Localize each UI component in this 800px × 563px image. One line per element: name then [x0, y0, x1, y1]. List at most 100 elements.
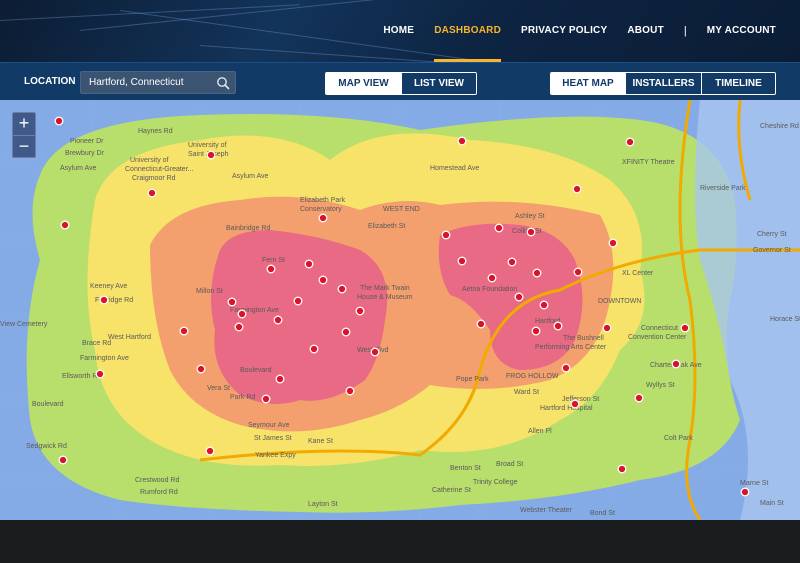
installers-button[interactable]: INSTALLERS	[625, 73, 701, 94]
installer-marker[interactable]	[457, 136, 467, 146]
installer-marker[interactable]	[318, 275, 328, 285]
map-label: Allen Pl	[528, 428, 552, 435]
mode-toggle: HEAT MAP INSTALLERS TIMELINE	[550, 72, 776, 95]
map-view-button[interactable]: MAP VIEW	[326, 73, 401, 94]
installer-marker[interactable]	[345, 386, 355, 396]
installer-marker[interactable]	[95, 369, 105, 379]
map-canvas[interactable]: Pioneer Dr Brewbury Dr Asylum Ave Haynes Rd…	[0, 100, 800, 520]
nav-home[interactable]: HOME	[383, 25, 415, 36]
installer-marker[interactable]	[608, 238, 618, 248]
installer-marker[interactable]	[309, 344, 319, 354]
installer-marker[interactable]	[341, 327, 351, 337]
installer-marker[interactable]	[273, 315, 283, 325]
installer-marker[interactable]	[441, 230, 451, 240]
nav-about[interactable]: ABOUT	[627, 25, 664, 36]
installer-marker[interactable]	[205, 446, 215, 456]
installer-marker[interactable]	[337, 284, 347, 294]
installer-marker[interactable]	[602, 323, 612, 333]
installer-marker[interactable]	[740, 487, 750, 497]
list-view-button[interactable]: LIST VIEW	[401, 73, 476, 94]
installer-marker[interactable]	[293, 296, 303, 306]
installer-marker[interactable]	[206, 150, 216, 160]
installer-marker[interactable]	[570, 399, 580, 409]
nav-my-account[interactable]: MY ACCOUNT	[706, 25, 776, 36]
map-label: DOWNTOWN	[598, 298, 641, 305]
map-label: Hartford Hospital	[540, 405, 593, 412]
installer-marker[interactable]	[514, 292, 524, 302]
nav-dashboard[interactable]: DASHBOARD	[424, 0, 511, 62]
installer-marker[interactable]	[355, 306, 365, 316]
zoom-out-button[interactable]: −	[13, 135, 35, 157]
map-label: Jefferson St	[562, 396, 599, 403]
map-label: Pioneer Dr	[70, 138, 104, 145]
map-label: Brewbury Dr	[65, 150, 105, 157]
installer-marker[interactable]	[634, 393, 644, 403]
map-label: Trinity College	[473, 479, 518, 486]
map-label: Bainbridge Rd	[226, 225, 270, 232]
map-label: Elizabeth Park	[300, 197, 346, 204]
main-nav: HOME DASHBOARD PRIVACY POLICY ABOUT | MY…	[373, 0, 786, 62]
installer-marker[interactable]	[671, 359, 681, 369]
location-input[interactable]	[80, 71, 236, 94]
top-header: HOME DASHBOARD PRIVACY POLICY ABOUT | MY…	[0, 0, 800, 62]
installer-marker[interactable]	[196, 364, 206, 374]
map-label: Performing Arts Center	[535, 344, 607, 351]
map-label: Seymour Ave	[248, 422, 290, 429]
installer-marker[interactable]	[617, 464, 627, 474]
installer-marker[interactable]	[561, 363, 571, 373]
installer-marker[interactable]	[261, 394, 271, 404]
installer-marker[interactable]	[54, 116, 64, 126]
nav-privacy-policy[interactable]: PRIVACY POLICY	[521, 25, 608, 36]
installer-marker[interactable]	[370, 347, 380, 357]
view-toggle: MAP VIEW LIST VIEW	[325, 72, 477, 95]
installer-marker[interactable]	[487, 273, 497, 283]
installer-marker[interactable]	[227, 297, 237, 307]
map-label: Crestwood Rd	[135, 477, 179, 484]
installer-marker[interactable]	[58, 455, 68, 465]
installer-marker[interactable]	[266, 264, 276, 274]
timeline-button[interactable]: TIMELINE	[701, 73, 775, 94]
installer-marker[interactable]	[531, 326, 541, 336]
search-icon[interactable]	[216, 76, 230, 90]
map-label: Ashley St	[515, 213, 545, 220]
map-label: Main St	[760, 500, 784, 507]
installer-marker[interactable]	[318, 213, 328, 223]
installer-marker[interactable]	[179, 326, 189, 336]
map-label: Aetna Foundation	[462, 286, 517, 293]
installer-marker[interactable]	[539, 300, 549, 310]
installer-marker[interactable]	[237, 309, 247, 319]
map-label: Hartford	[535, 318, 560, 325]
map-label: FROG HOLLOW	[506, 373, 559, 380]
installer-marker[interactable]	[680, 323, 690, 333]
map-label: Cheshire Rd	[760, 123, 799, 130]
map-label: Haynes Rd	[138, 128, 173, 135]
installer-marker[interactable]	[553, 321, 563, 331]
installer-marker[interactable]	[494, 223, 504, 233]
installer-marker[interactable]	[573, 267, 583, 277]
installer-marker[interactable]	[507, 257, 517, 267]
installer-marker[interactable]	[275, 374, 285, 384]
installer-marker[interactable]	[304, 259, 314, 269]
map-label: Cherry St	[757, 231, 787, 238]
map-label: Rumford Rd	[140, 489, 178, 496]
heat-map-button[interactable]: HEAT MAP	[551, 73, 625, 94]
installer-marker[interactable]	[234, 322, 244, 332]
installer-marker[interactable]	[60, 220, 70, 230]
installer-marker[interactable]	[532, 268, 542, 278]
installer-marker[interactable]	[526, 227, 536, 237]
map-label: XFINITY Theatre	[622, 159, 675, 166]
installer-marker[interactable]	[625, 137, 635, 147]
map-label: Homestead Ave	[430, 165, 479, 172]
installer-marker[interactable]	[99, 295, 109, 305]
installer-marker[interactable]	[572, 184, 582, 194]
installer-marker[interactable]	[457, 256, 467, 266]
map-label: Vera St	[207, 385, 230, 392]
heat-map[interactable]: Pioneer Dr Brewbury Dr Asylum Ave Haynes Rd…	[0, 100, 800, 520]
installer-marker[interactable]	[476, 319, 486, 329]
map-label: Riverside Park	[700, 185, 746, 192]
control-bar: LOCATION MAP VIEW LIST VIEW HEAT MAP INS…	[0, 62, 800, 100]
installer-marker[interactable]	[147, 188, 157, 198]
map-label: Horace St	[770, 316, 800, 323]
map-label: Foxridge Rd	[95, 297, 133, 304]
zoom-in-button[interactable]: +	[18, 113, 30, 133]
